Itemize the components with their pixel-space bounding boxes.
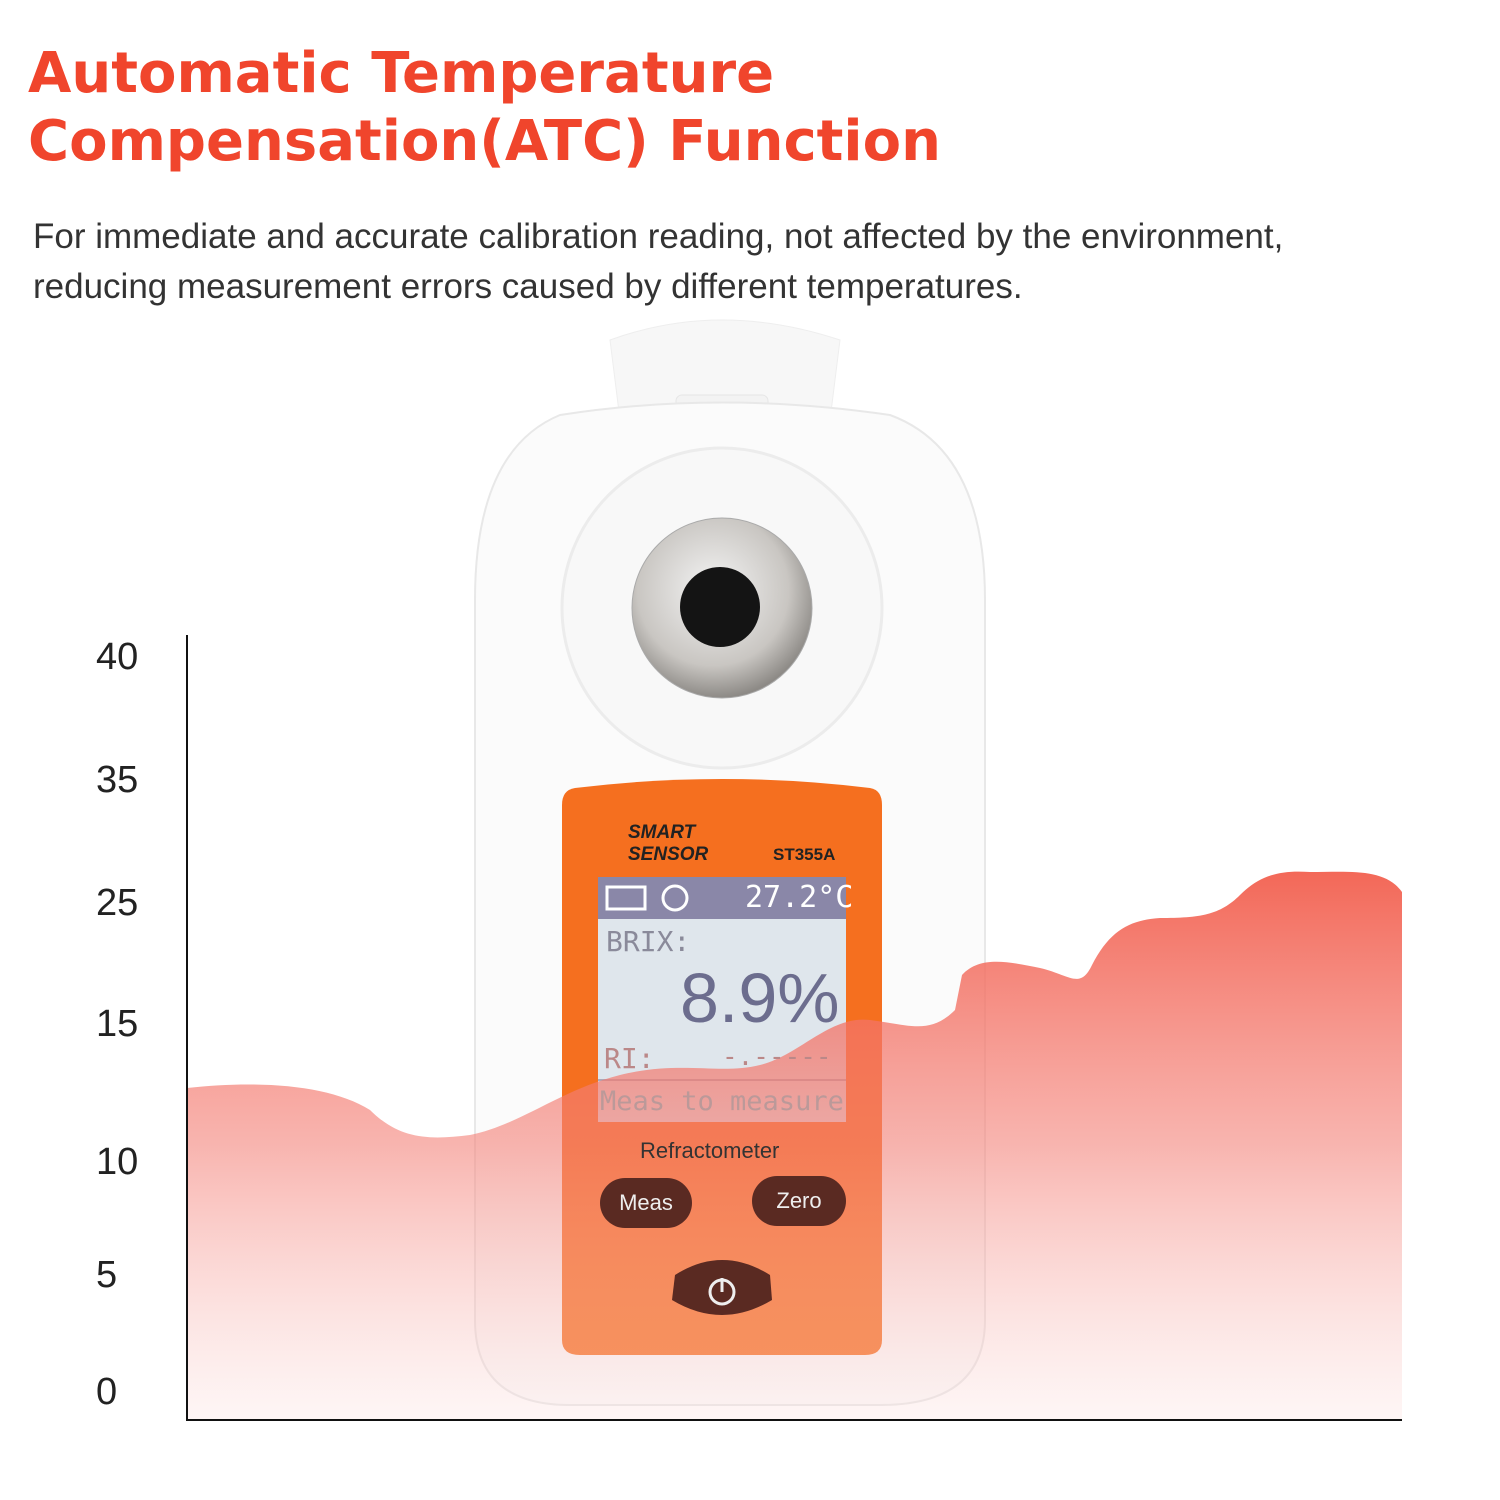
model-label: ST355A [773,845,836,864]
product-name: Refractometer [640,1138,780,1163]
tick-label: 35 [96,759,139,801]
lcd-temperature: 27.2°C [745,880,854,915]
wave-area [187,871,1402,1420]
brand-logo: SMART SENSOR [628,822,709,865]
lcd-topbar [598,877,846,919]
lens-prism [680,567,760,647]
lcd-status: Meas to measure [600,1086,844,1117]
power-button[interactable] [672,1258,772,1322]
subtitle-line-2: reducing measurement errors caused by di… [33,267,1023,306]
page-title: Automatic Temperature Compensation(ATC) … [28,40,941,176]
title-line-1: Automatic Temperature [28,41,775,106]
subtitle-line-1: For immediate and accurate calibration r… [33,217,1284,256]
tick-label: 15 [96,1003,139,1045]
tick-label: 25 [96,882,139,924]
lcd-mode-label: BRIX: [606,925,691,958]
tick-label: 0 [96,1371,118,1413]
zero-button[interactable]: Zero [752,1176,846,1226]
lcd-ri-value: -.----- [722,1042,832,1072]
clock-icon [661,884,689,912]
tick-label: 10 [96,1141,139,1183]
tick-label: 5 [96,1254,118,1296]
lcd-reading: 8.9% [680,959,840,1037]
subtitle: For immediate and accurate calibration r… [33,212,1473,312]
lcd-ri-label: RI: [604,1042,655,1075]
meas-button[interactable]: Meas [600,1178,692,1228]
device-lid [609,319,841,421]
battery-icon [605,885,647,911]
tick-label: 40 [96,636,139,678]
title-line-2: Compensation(ATC) Function [28,109,941,174]
